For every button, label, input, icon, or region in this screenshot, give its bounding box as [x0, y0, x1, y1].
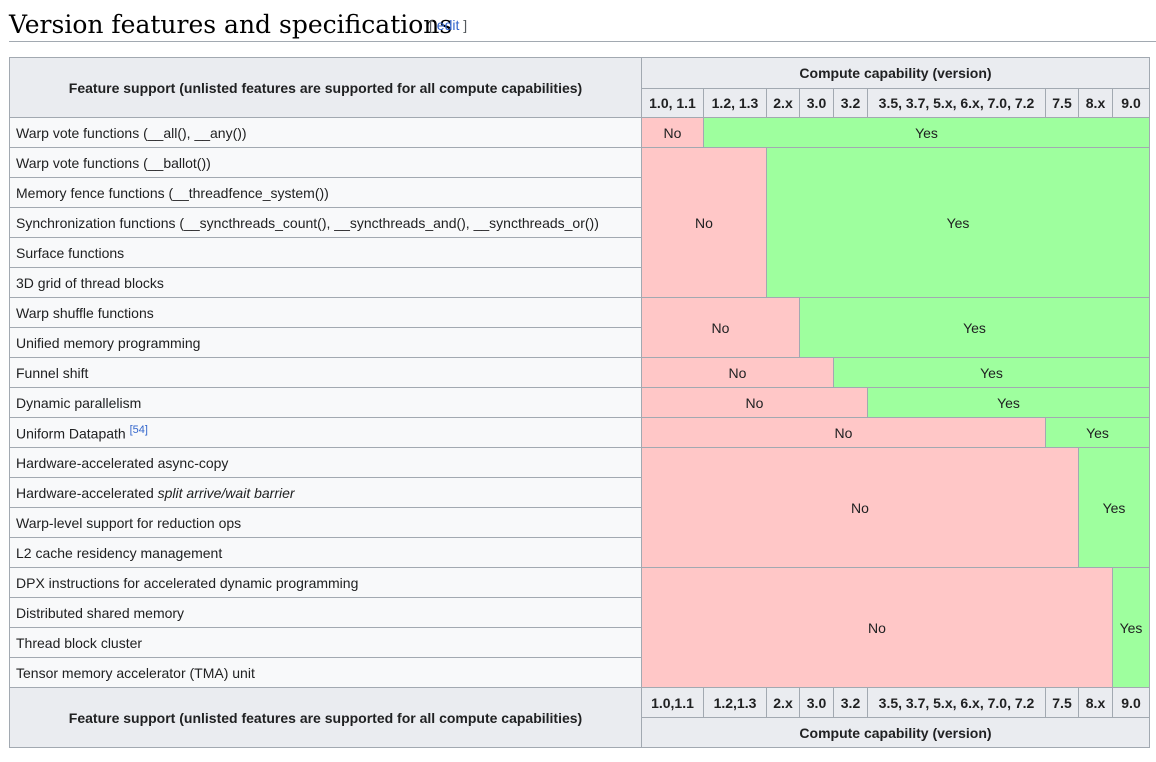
- feature-label: Synchronization functions (__syncthreads…: [9, 207, 642, 238]
- feature-label-italic: split arrive/wait barrier: [157, 484, 295, 501]
- feature-label: Unified memory programming: [9, 327, 642, 358]
- support-no: No: [641, 357, 834, 388]
- feature-label: Distributed shared memory: [9, 597, 642, 628]
- support-yes: Yes: [833, 357, 1150, 388]
- feature-label-text: Uniform Datapath: [16, 425, 126, 442]
- support-yes: Yes: [799, 297, 1150, 358]
- feature-label: Dynamic parallelism: [9, 387, 642, 418]
- feature-label: Warp shuffle functions: [9, 297, 642, 328]
- edit-section: [ edit ]: [429, 17, 467, 33]
- version-header: 7.5: [1045, 88, 1079, 118]
- version-header: 3.5, 3.7, 5.x, 6.x, 7.0, 7.2: [867, 88, 1046, 118]
- version-header: 3.0: [799, 88, 834, 118]
- version-footer: 3.5, 3.7, 5.x, 6.x, 7.0, 7.2: [867, 687, 1046, 718]
- feature-label: Hardware-accelerated async-copy: [9, 447, 642, 478]
- feature-label: Thread block cluster: [9, 627, 642, 658]
- feature-support-header: Feature support (unlisted features are s…: [9, 57, 642, 118]
- compute-capability-table: Feature support (unlisted features are s…: [9, 57, 1150, 748]
- version-header: 1.2, 1.3: [703, 88, 767, 118]
- version-header: 2.x: [766, 88, 800, 118]
- feature-label: L2 cache residency management: [9, 537, 642, 568]
- feature-label: Tensor memory accelerator (TMA) unit: [9, 657, 642, 688]
- feature-label: 3D grid of thread blocks: [9, 267, 642, 298]
- reference-superscript: [54]: [130, 423, 148, 436]
- reference-link[interactable]: [54]: [129, 424, 148, 437]
- version-header: 9.0: [1112, 88, 1150, 118]
- version-footer: 7.5: [1045, 687, 1079, 718]
- support-no: No: [641, 117, 704, 148]
- feature-label: Warp vote functions (__all(), __any()): [9, 117, 642, 148]
- compute-capability-header: Compute capability (version): [641, 57, 1150, 89]
- version-header: 3.2: [833, 88, 868, 118]
- support-no: No: [641, 147, 767, 298]
- version-footer: 8.x: [1078, 687, 1113, 718]
- support-no: No: [641, 297, 800, 358]
- support-no: No: [641, 447, 1079, 568]
- support-yes: Yes: [867, 387, 1150, 418]
- support-yes: Yes: [1045, 417, 1150, 448]
- section-heading: Version features and specifications [ ed…: [9, 4, 1156, 42]
- support-no: No: [641, 417, 1046, 448]
- edit-link[interactable]: edit: [436, 17, 460, 33]
- feature-label-barrier: Hardware-accelerated split arrive/wait b…: [9, 477, 642, 508]
- version-footer: 3.2: [833, 687, 868, 718]
- feature-label: Memory fence functions (__threadfence_sy…: [9, 177, 642, 208]
- compute-capability-footer: Compute capability (version): [641, 717, 1150, 748]
- feature-label-text: Hardware-accelerated: [16, 484, 158, 501]
- feature-label-uniform-datapath: Uniform Datapath [54]: [9, 417, 642, 448]
- feature-label: Warp vote functions (__ballot()): [9, 147, 642, 178]
- version-footer: 3.0: [799, 687, 834, 718]
- feature-label: DPX instructions for accelerated dynamic…: [9, 567, 642, 598]
- version-header: 8.x: [1078, 88, 1113, 118]
- edit-bracket-open: [: [429, 17, 437, 33]
- support-yes: Yes: [703, 117, 1150, 148]
- section-title: Version features and specifications: [9, 10, 453, 39]
- version-footer: 1.0,1.1: [641, 687, 704, 718]
- feature-label: Surface functions: [9, 237, 642, 268]
- version-footer: 1.2,1.3: [703, 687, 767, 718]
- feature-label: Warp-level support for reduction ops: [9, 507, 642, 538]
- version-header: 1.0, 1.1: [641, 88, 704, 118]
- version-footer: 9.0: [1112, 687, 1150, 718]
- support-no: No: [641, 387, 868, 418]
- support-yes: Yes: [1112, 567, 1150, 688]
- feature-label: Funnel shift: [9, 357, 642, 388]
- edit-bracket-close: ]: [459, 17, 468, 33]
- support-yes: Yes: [1078, 447, 1150, 568]
- support-yes: Yes: [766, 147, 1150, 298]
- version-footer: 2.x: [766, 687, 800, 718]
- feature-support-footer: Feature support (unlisted features are s…: [9, 687, 642, 748]
- support-no: No: [641, 567, 1113, 688]
